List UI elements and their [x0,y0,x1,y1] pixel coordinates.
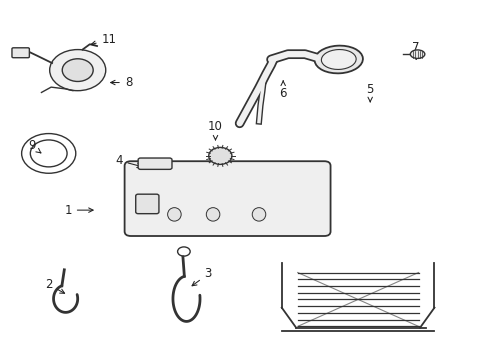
Text: 5: 5 [366,83,373,102]
FancyBboxPatch shape [136,194,159,214]
Ellipse shape [321,50,355,69]
FancyBboxPatch shape [12,48,29,58]
Ellipse shape [252,208,265,221]
Circle shape [62,59,93,81]
Text: 2: 2 [45,278,64,293]
Text: 10: 10 [207,120,223,140]
Circle shape [208,147,231,165]
Circle shape [50,50,105,91]
Text: 4: 4 [115,154,142,168]
FancyBboxPatch shape [138,158,172,169]
Text: 3: 3 [192,267,211,286]
FancyBboxPatch shape [124,161,330,236]
Text: 8: 8 [110,76,132,89]
Text: 6: 6 [279,81,286,100]
Ellipse shape [206,208,220,221]
Ellipse shape [314,46,362,73]
Text: 9: 9 [28,139,41,153]
Ellipse shape [409,50,424,58]
Text: 7: 7 [411,41,419,59]
Text: 1: 1 [64,204,93,217]
Text: 11: 11 [91,33,117,46]
Ellipse shape [167,208,181,221]
